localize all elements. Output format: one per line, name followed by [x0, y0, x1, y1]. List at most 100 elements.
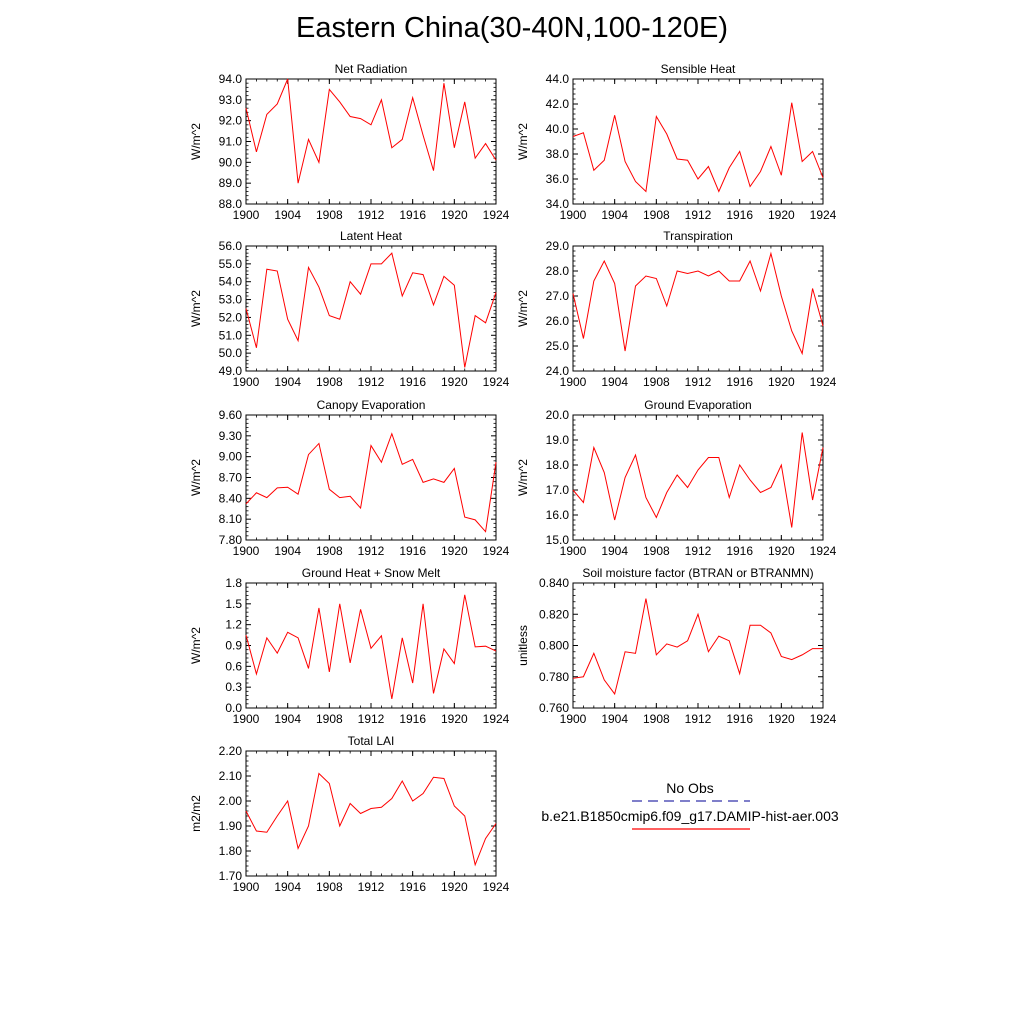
- x-tick-label: 1900: [233, 544, 260, 558]
- y-tick-label: 25.0: [546, 339, 570, 353]
- x-tick-label: 1912: [358, 544, 385, 558]
- y-axis-label: unitless: [516, 625, 530, 666]
- y-axis-label: W/m^2: [516, 459, 530, 496]
- legend-model-swatch: [632, 828, 750, 830]
- y-tick-label: 0.9: [225, 639, 242, 653]
- chart-panel: Ground Evaporation W/m^2 15.0 16.0 17.0 18.0 1…: [516, 398, 837, 558]
- legend: No Obs b.e21.B1850cmip6.f09_g17.DAMIP-hi…: [520, 778, 860, 848]
- y-tick-label: 20.0: [546, 408, 570, 422]
- y-tick-label: 92.0: [219, 114, 243, 128]
- chart-panel: Canopy Evaporation W/m^2 7.80 8.10 8.40 8.70 9…: [189, 398, 510, 558]
- plot-frame: [245, 414, 497, 541]
- y-tick-label: 52.0: [219, 310, 243, 324]
- x-tick-label: 1904: [274, 544, 301, 558]
- y-tick-label: 0.6: [225, 659, 242, 673]
- y-tick-label: 9.30: [219, 429, 243, 443]
- chart-panel: Ground Heat + Snow Melt W/m^2 0.0 0.3 0.6 0.9…: [189, 566, 510, 726]
- x-tick-label: 1908: [643, 208, 670, 222]
- x-tick-label: 1924: [810, 375, 837, 389]
- plot-frame: [245, 78, 497, 205]
- plot-frame: [245, 750, 497, 877]
- y-tick-label: 1.2: [225, 618, 242, 632]
- chart-panel: Soil moisture factor (BTRAN or BTRANMN) u…: [516, 566, 837, 726]
- x-tick-label: 1924: [483, 880, 510, 894]
- y-tick-label: 16.0: [546, 508, 570, 522]
- x-tick-label: 1924: [483, 712, 510, 726]
- x-tick-label: 1904: [274, 880, 301, 894]
- y-tick-label: 28.0: [546, 264, 570, 278]
- x-tick-label: 1916: [399, 375, 426, 389]
- panel-title: Transpiration: [663, 229, 733, 243]
- x-tick-label: 1904: [274, 208, 301, 222]
- x-tick-label: 1916: [399, 544, 426, 558]
- x-tick-label: 1900: [233, 375, 260, 389]
- y-tick-label: 9.60: [219, 408, 243, 422]
- y-tick-label: 29.0: [546, 239, 570, 253]
- x-tick-label: 1908: [316, 208, 343, 222]
- x-tick-label: 1912: [358, 712, 385, 726]
- x-tick-label: 1916: [399, 880, 426, 894]
- x-tick-label: 1900: [560, 375, 587, 389]
- chart-panel: Total LAI m2/m2 1.70 1.80 1.90 2.00 2.10 2.20 19…: [189, 734, 510, 894]
- x-tick-label: 1912: [685, 375, 712, 389]
- panel-title: Net Radiation: [335, 62, 408, 76]
- series-line: [245, 772, 497, 867]
- x-tick-label: 1908: [316, 544, 343, 558]
- legend-model-label: b.e21.B1850cmip6.f09_g17.DAMIP-hist-aer.…: [541, 808, 839, 824]
- y-tick-label: 89.0: [219, 176, 243, 190]
- y-tick-label: 0.780: [539, 670, 569, 684]
- x-tick-label: 1908: [316, 375, 343, 389]
- y-tick-label: 38.0: [546, 147, 570, 161]
- x-tick-label: 1920: [768, 544, 795, 558]
- y-axis-label: W/m^2: [189, 123, 203, 160]
- x-tick-label: 1920: [441, 712, 468, 726]
- y-tick-label: 2.10: [219, 769, 243, 783]
- x-tick-label: 1912: [685, 712, 712, 726]
- x-tick-label: 1904: [601, 375, 628, 389]
- y-tick-label: 40.0: [546, 122, 570, 136]
- x-tick-label: 1916: [399, 712, 426, 726]
- y-tick-label: 19.0: [546, 433, 570, 447]
- x-tick-label: 1920: [441, 208, 468, 222]
- x-tick-label: 1904: [601, 208, 628, 222]
- plot-frame: [572, 78, 824, 205]
- x-tick-label: 1920: [441, 880, 468, 894]
- y-tick-label: 0.760: [539, 701, 569, 715]
- y-tick-label: 1.5: [225, 597, 242, 611]
- chart-panel: Sensible Heat W/m^2 34.0 36.0 38.0 40.0 42.0 44…: [516, 62, 837, 222]
- y-axis-label: W/m^2: [189, 627, 203, 664]
- chart-panel: Transpiration W/m^2 24.0 25.0 26.0 27.0 28.0 29…: [516, 229, 837, 389]
- x-tick-label: 1908: [316, 880, 343, 894]
- y-tick-label: 1.90: [219, 819, 243, 833]
- chart-panel: Latent Heat W/m^2 49.0 50.0 51.0 52.0 53.0 54.0…: [189, 229, 510, 389]
- series-line: [245, 78, 497, 184]
- x-tick-label: 1908: [316, 712, 343, 726]
- x-tick-label: 1924: [810, 712, 837, 726]
- y-axis-label: W/m^2: [189, 290, 203, 327]
- series-line: [572, 251, 824, 356]
- y-tick-label: 54.0: [219, 275, 243, 289]
- x-tick-label: 1924: [810, 208, 837, 222]
- y-tick-label: 8.40: [219, 491, 243, 505]
- y-tick-label: 18.0: [546, 458, 570, 472]
- x-tick-label: 1920: [441, 544, 468, 558]
- x-tick-label: 1900: [233, 208, 260, 222]
- y-tick-label: 49.0: [219, 364, 243, 378]
- y-tick-label: 0.3: [225, 680, 242, 694]
- y-tick-label: 24.0: [546, 364, 570, 378]
- y-tick-label: 56.0: [219, 239, 243, 253]
- series-line: [245, 594, 497, 700]
- x-tick-label: 1924: [483, 544, 510, 558]
- x-tick-label: 1900: [560, 208, 587, 222]
- x-tick-label: 1916: [726, 544, 753, 558]
- series-line: [572, 102, 824, 193]
- series-line: [572, 432, 824, 528]
- y-tick-label: 15.0: [546, 533, 570, 547]
- y-tick-label: 91.0: [219, 135, 243, 149]
- y-tick-label: 2.20: [219, 744, 243, 758]
- x-tick-label: 1924: [810, 544, 837, 558]
- x-tick-label: 1900: [233, 880, 260, 894]
- y-tick-label: 0.800: [539, 639, 569, 653]
- y-tick-label: 0.840: [539, 576, 569, 590]
